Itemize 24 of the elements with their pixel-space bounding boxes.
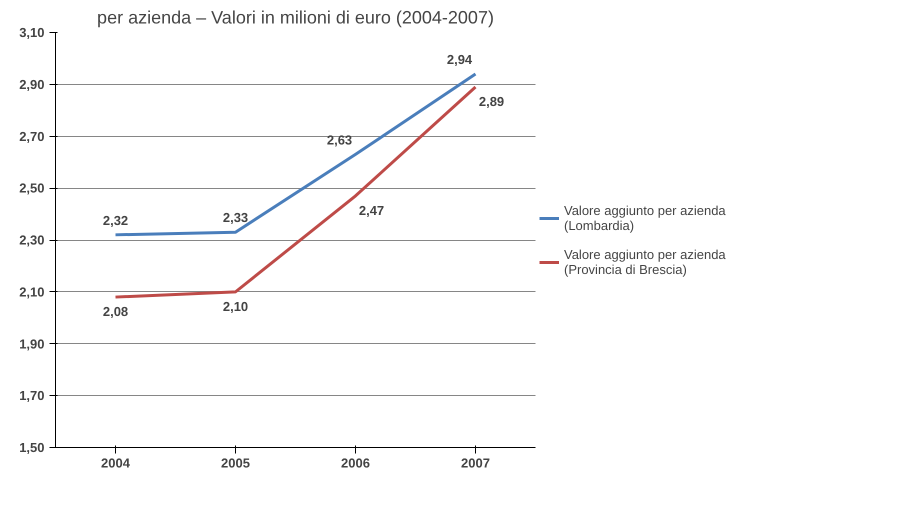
y-tick-label: 2,30 (19, 232, 45, 248)
y-tick-label: 3,10 (19, 25, 45, 40)
y-tick-label: 1,50 (19, 440, 45, 455)
y-tick-label: 2,70 (19, 128, 45, 144)
y-tick-label: 2,90 (19, 76, 45, 92)
data-label: 2,47 (358, 202, 384, 218)
data-label: 2,89 (478, 94, 504, 109)
data-label: 2,08 (102, 304, 128, 320)
x-tick-label: 2007 (461, 456, 490, 470)
data-label: 2,33 (222, 210, 248, 226)
x-tick-label: 2006 (341, 456, 370, 470)
y-tick-label: 1,70 (19, 388, 45, 404)
chart-title: per azienda – Valori in milioni di euro (2004-2007) (97, 8, 494, 28)
legend-label: Valore aggiunto per azienda (Lombardia) (564, 202, 726, 232)
x-tick-label: 2004 (101, 456, 131, 470)
data-label: 2,63 (326, 132, 352, 148)
x-tick-label: 2005 (221, 456, 250, 470)
y-tick-label: 1,90 (19, 336, 45, 352)
y-tick-label: 2,50 (19, 180, 45, 196)
data-label: 2,32 (102, 212, 128, 228)
data-label: 2,10 (222, 298, 248, 314)
y-tick-label: 2,10 (19, 284, 45, 300)
legend-label: Valore aggiunto per azienda (Provincia di Brescia) (564, 246, 726, 276)
data-label: 2,94 (446, 52, 473, 67)
